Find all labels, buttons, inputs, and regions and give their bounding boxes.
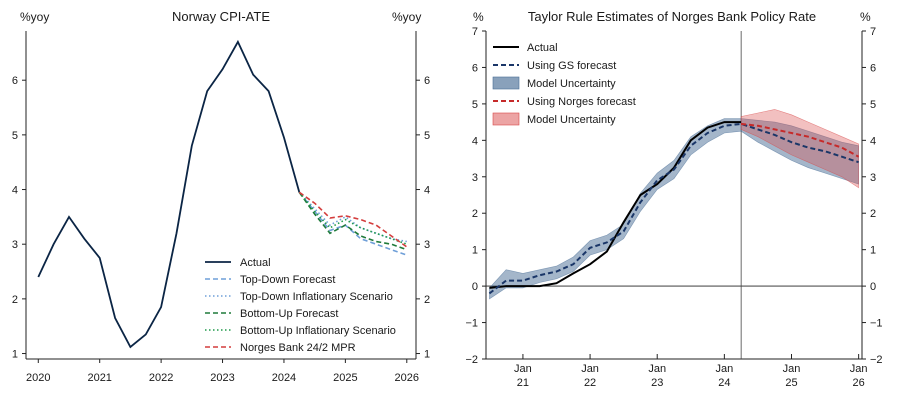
x-tick-label: 2023 xyxy=(210,372,234,384)
y-tick-label-left: −2 xyxy=(465,354,478,366)
legend-label: Top-Down Inflationary Scenario xyxy=(240,291,393,303)
legend-label: Bottom-Up Inflationary Scenario xyxy=(240,325,396,337)
x-tick-label: Jan xyxy=(581,363,599,375)
x-tick-label: Jan xyxy=(648,363,666,375)
y-tick-label-left: 4 xyxy=(12,185,18,197)
y-tick-label-right: 3 xyxy=(424,239,430,251)
y-axis-label-left: %yoy xyxy=(20,10,49,24)
plot-area xyxy=(486,31,862,359)
legend-label: Top-Down Forecast xyxy=(240,274,335,286)
x-tick-label: Jan xyxy=(514,363,532,375)
series-line xyxy=(740,122,860,158)
y-tick-label-left: 1 xyxy=(472,245,478,257)
y-tick-label-right: −2 xyxy=(870,354,883,366)
plot-area xyxy=(37,39,408,349)
x-tick-label: 2022 xyxy=(149,372,173,384)
y-tick-label-right: 2 xyxy=(870,208,876,220)
chart-title: Taylor Rule Estimates of Norges Bank Pol… xyxy=(528,9,816,24)
y-tick-label-left: 4 xyxy=(472,135,478,147)
series-line xyxy=(298,191,408,245)
y-tick-label-right: 4 xyxy=(424,185,430,197)
series-line xyxy=(489,121,742,289)
y-tick-label-left: −1 xyxy=(465,318,478,330)
series-line xyxy=(488,122,859,295)
x-tick-sublabel: 22 xyxy=(584,377,596,389)
y-tick-label-right: 3 xyxy=(870,172,876,184)
legend-swatch xyxy=(492,112,520,126)
x-tick-sublabel: 26 xyxy=(853,377,865,389)
y-tick-label-left: 5 xyxy=(12,130,18,142)
y-tick-label-right: 0 xyxy=(870,281,876,293)
x-tick-label: 2020 xyxy=(26,372,50,384)
y-tick-label-left: 2 xyxy=(472,208,478,220)
y-tick-label-left: 6 xyxy=(472,62,478,74)
cpi-ate-chart: 1 1 2 2 3 3 4 4 5 5 6 6 2020 2021 2022 2023 2024 2025 2026… xyxy=(12,9,430,384)
x-tick-label: Jan xyxy=(783,363,801,375)
x-tick-label: 2026 xyxy=(395,372,419,384)
y-tick-label-left: 6 xyxy=(12,75,18,87)
y-tick-label-right: 5 xyxy=(424,130,430,142)
y-tick-label-right: −1 xyxy=(870,318,883,330)
y-tick-label-left: 3 xyxy=(12,239,18,251)
series-line xyxy=(298,191,407,243)
y-tick-label-right: 7 xyxy=(870,26,876,38)
x-tick-sublabel: 24 xyxy=(718,377,730,389)
legend-label: Model Uncertainty xyxy=(527,114,616,126)
y-tick-label-right: 2 xyxy=(424,294,430,306)
series-line xyxy=(298,191,408,251)
y-axis-label-right: %yoy xyxy=(392,10,421,24)
y-tick-label-right: 6 xyxy=(870,62,876,74)
x-tick-sublabel: 21 xyxy=(517,377,529,389)
y-tick-label-left: 7 xyxy=(472,26,478,38)
y-tick-label-right: 6 xyxy=(424,75,430,87)
x-tick-label: 2024 xyxy=(272,372,296,384)
x-tick-label: Jan xyxy=(850,363,868,375)
y-tick-label-right: 4 xyxy=(870,135,876,147)
y-tick-label-right: 1 xyxy=(424,349,430,361)
x-tick-sublabel: 23 xyxy=(651,377,663,389)
y-tick-label-left: 0 xyxy=(472,281,478,293)
y-tick-label-left: 5 xyxy=(472,99,478,111)
y-axis-label-right: % xyxy=(860,10,871,24)
x-tick-sublabel: 25 xyxy=(785,377,797,389)
legend-label: Using GS forecast xyxy=(527,60,616,72)
legend-label: Norges Bank 24/2 MPR xyxy=(240,342,356,354)
legend-label: Using Norges forecast xyxy=(527,96,636,108)
y-tick-label-right: 5 xyxy=(870,99,876,111)
legend-label: Actual xyxy=(527,42,558,54)
y-tick-label-left: 2 xyxy=(12,294,18,306)
x-tick-label: 2025 xyxy=(333,372,357,384)
x-tick-label: Jan xyxy=(715,363,733,375)
y-tick-label-right: 1 xyxy=(870,245,876,257)
uncertainty-band xyxy=(740,109,859,189)
legend-label: Model Uncertainty xyxy=(527,78,616,90)
y-axis-label-left: % xyxy=(473,10,484,24)
x-tick-label: 2021 xyxy=(87,372,111,384)
chart-title: Norway CPI-ATE xyxy=(172,9,270,24)
legend-swatch xyxy=(492,76,520,90)
series-line xyxy=(37,39,301,349)
legend-label: Bottom-Up Forecast xyxy=(240,308,338,320)
taylor-rule-chart: −2 −2−1 −10 01 12 23 34 45 56 67 7Jan21Jan22Jan23J… xyxy=(465,9,882,389)
legend-label: Actual xyxy=(240,257,271,269)
y-tick-label-left: 3 xyxy=(472,172,478,184)
y-tick-label-left: 1 xyxy=(12,349,18,361)
